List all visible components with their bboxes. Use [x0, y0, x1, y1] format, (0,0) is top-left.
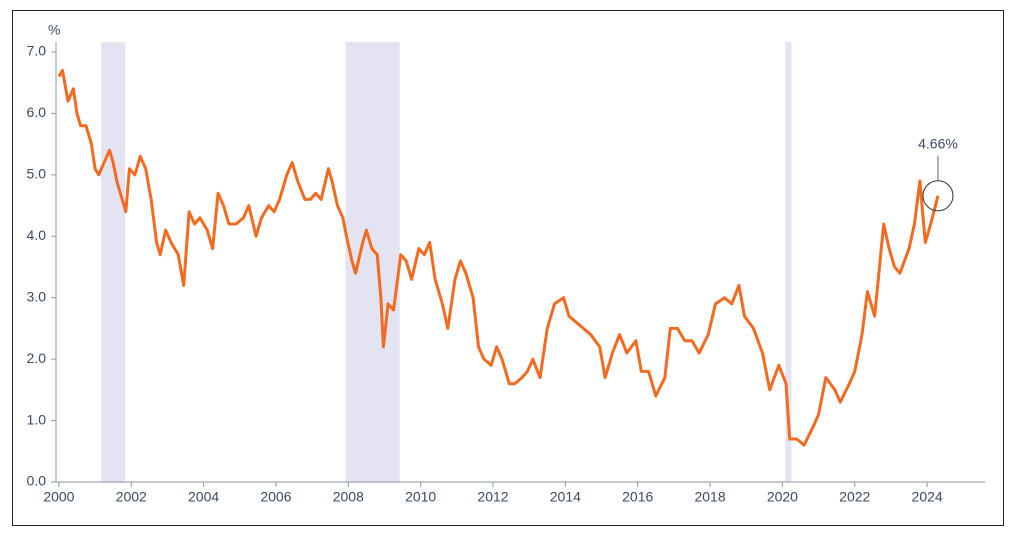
y-tick-label: 5.0	[27, 166, 47, 182]
x-tick-label: 2018	[694, 489, 725, 505]
x-tick-label: 2012	[477, 489, 508, 505]
x-tick-label: 2014	[550, 489, 581, 505]
recession-band	[785, 42, 792, 482]
y-tick-label: 2.0	[27, 350, 47, 366]
frame	[12, 10, 1004, 526]
y-tick-label: 0.0	[27, 473, 47, 489]
y-unit: %	[48, 22, 60, 38]
x-tick-label: 2016	[622, 489, 653, 505]
y-tick-label: 6.0	[27, 104, 47, 120]
y-tick-label: 1.0	[27, 411, 47, 427]
x-tick-label: 2008	[333, 489, 364, 505]
recession-band	[345, 42, 400, 482]
x-tick-label: 2002	[116, 489, 147, 505]
x-tick-label: 2010	[405, 489, 436, 505]
recession-band	[101, 42, 126, 482]
x-tick-label: 2000	[43, 489, 74, 505]
y-tick-label: 3.0	[27, 288, 47, 304]
annotation-label: 4.66%	[918, 135, 958, 151]
x-tick-label: 2022	[839, 489, 870, 505]
x-tick-label: 2006	[260, 489, 291, 505]
x-tick-label: 2024	[912, 489, 943, 505]
series-line	[57, 68, 940, 447]
x-tick-label: 2020	[767, 489, 798, 505]
y-tick-label: 7.0	[27, 43, 47, 59]
y-tick-label: 4.0	[27, 227, 47, 243]
x-tick-label: 2004	[188, 489, 219, 505]
